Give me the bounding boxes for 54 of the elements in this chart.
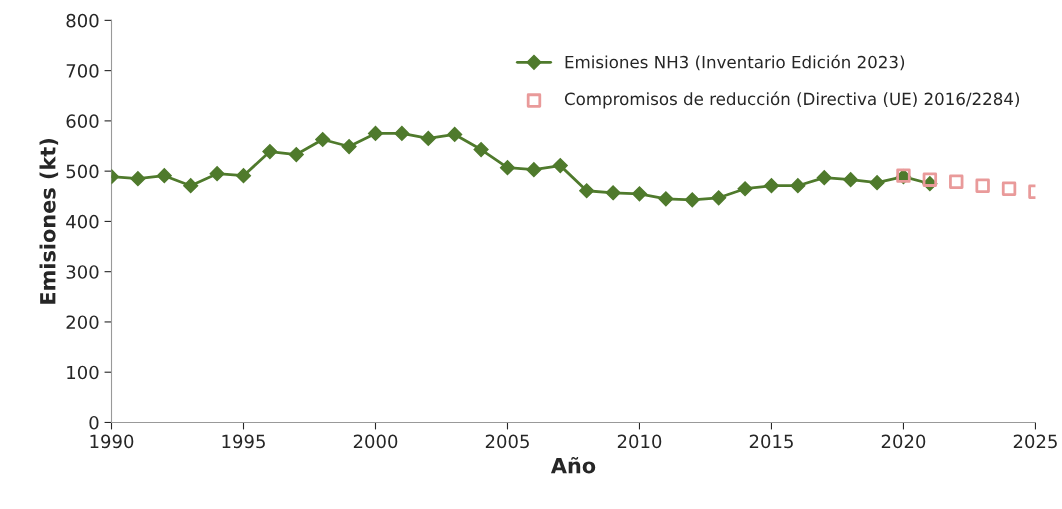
point xyxy=(975,178,990,193)
point xyxy=(394,125,410,142)
point xyxy=(1001,181,1017,196)
point xyxy=(447,126,463,143)
point xyxy=(684,192,700,208)
point xyxy=(816,170,832,186)
point xyxy=(499,160,516,176)
x-tick-label: 1995 xyxy=(222,434,265,449)
legend-label: Compromisos de reducción (Directiva (UE) 2016/2284) xyxy=(564,91,1020,109)
x-axis-title: Año xyxy=(550,456,596,474)
y-tick-label: 600 xyxy=(66,114,99,128)
x-tick-label: 2020 xyxy=(881,434,926,449)
y-tick-label: 300 xyxy=(66,265,99,279)
y-tick-label: 700 xyxy=(66,64,99,78)
point xyxy=(711,190,727,206)
point xyxy=(843,172,859,188)
point xyxy=(130,171,146,187)
y-axis-title: Emisiones (kt) xyxy=(39,139,59,304)
point xyxy=(605,185,621,201)
point xyxy=(420,130,436,147)
legend-label: Emisiones NH3 (Inventario Edición 2023) xyxy=(565,54,905,71)
point xyxy=(631,186,648,202)
point xyxy=(552,158,568,174)
point xyxy=(315,131,331,148)
point xyxy=(341,138,357,155)
x-tick-label: 1990 xyxy=(90,434,134,449)
y-tick-label: 500 xyxy=(66,164,99,179)
point xyxy=(262,143,278,160)
point xyxy=(156,168,172,184)
point xyxy=(922,172,938,187)
point xyxy=(579,183,595,199)
y-tick-label: 0 xyxy=(89,415,99,430)
y-tick-label: 200 xyxy=(66,315,99,330)
y-tick-label: 800 xyxy=(66,13,99,28)
point xyxy=(763,178,780,194)
point xyxy=(473,141,489,158)
x-tick-label: 2015 xyxy=(749,434,793,449)
x-tick-label: 2000 xyxy=(353,434,398,449)
x-tick-label: 2025 xyxy=(1013,434,1057,449)
point xyxy=(367,125,384,142)
point xyxy=(526,162,542,178)
point xyxy=(288,146,304,163)
point xyxy=(209,166,225,182)
x-tick-label: 2005 xyxy=(485,434,529,449)
y-tick-label: 100 xyxy=(67,365,99,380)
point xyxy=(658,191,674,207)
point xyxy=(869,175,885,191)
point xyxy=(790,178,806,194)
point xyxy=(737,181,753,197)
x-tick-label: 2010 xyxy=(617,434,662,449)
point xyxy=(183,178,199,194)
point xyxy=(235,168,252,184)
y-tick-label: 400 xyxy=(66,214,99,229)
point xyxy=(949,174,964,189)
